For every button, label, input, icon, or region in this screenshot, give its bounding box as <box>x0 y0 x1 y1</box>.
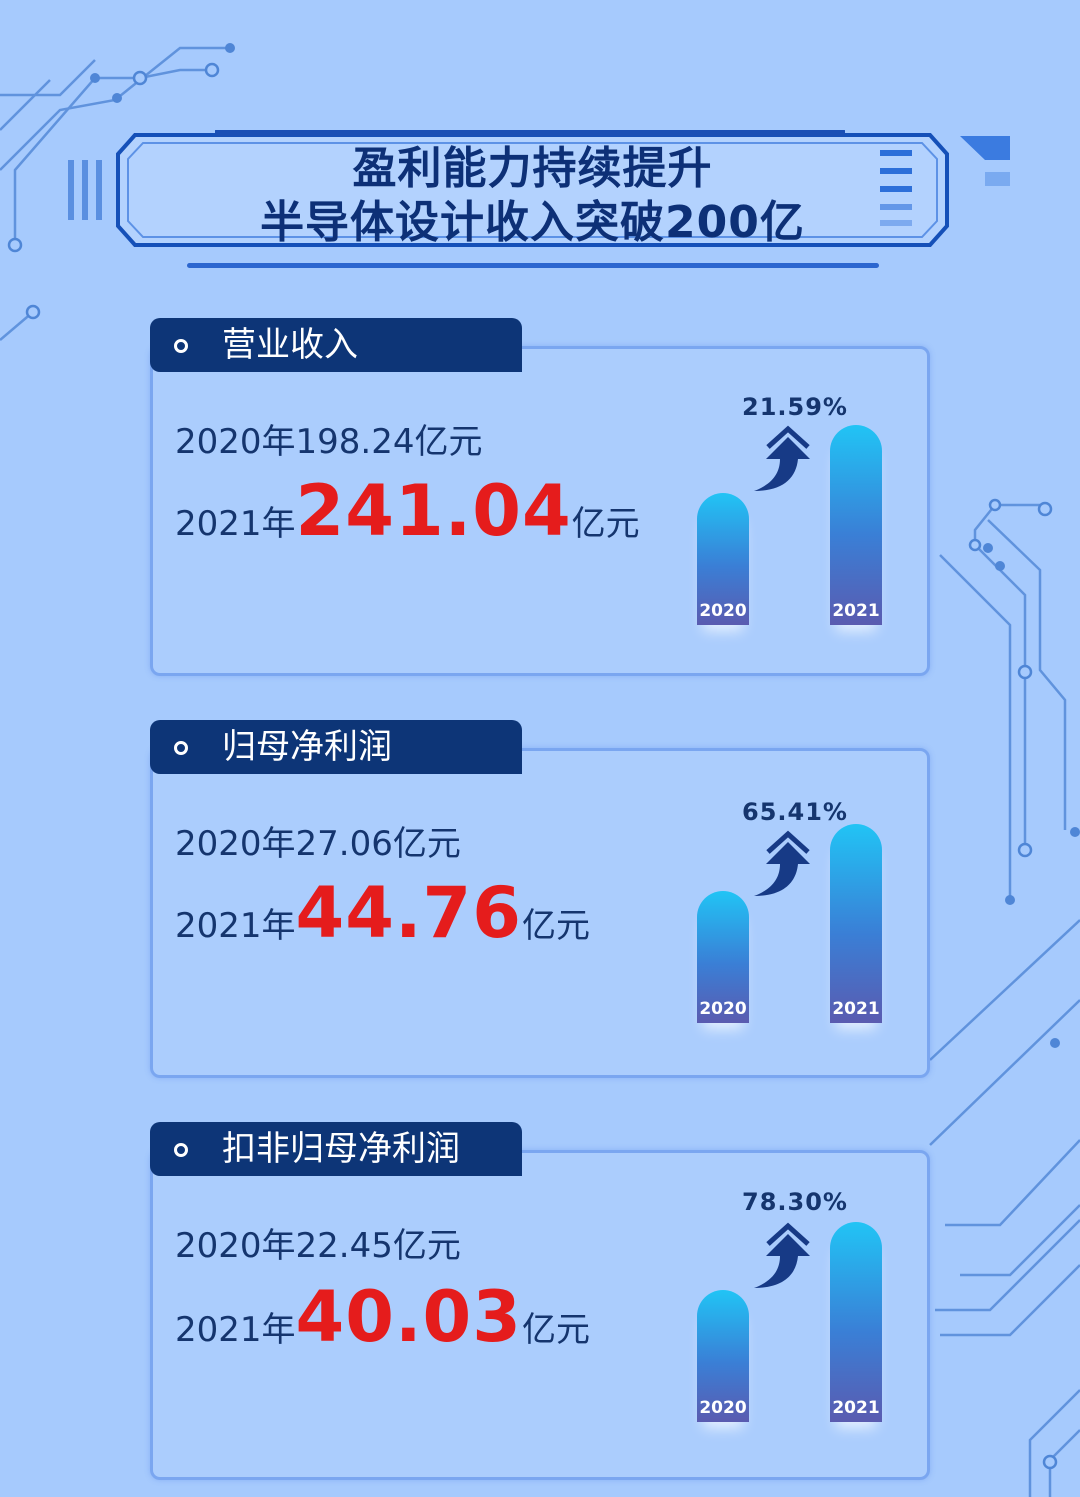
growth-arrow-icon <box>754 1222 810 1288</box>
bar-label-2021: 2021 <box>832 999 880 1019</box>
bar-label-2020: 2020 <box>699 1398 747 1418</box>
unit: 亿元 <box>521 1310 590 1350</box>
highlight-value: 44.76 <box>295 872 522 954</box>
highlight-value: 40.03 <box>295 1276 522 1358</box>
title-line-2: 半导体设计收入突破200亿 <box>260 197 805 248</box>
title-underline <box>187 263 879 268</box>
bar-2020: 2020 <box>697 1290 749 1422</box>
card-revenue <box>150 346 930 676</box>
growth-arrow-icon <box>754 830 810 896</box>
bar-2020: 2020 <box>697 891 749 1023</box>
value-2020: 2020年27.06亿元 <box>175 824 461 864</box>
title-line-1: 盈利能力持续提升 <box>352 143 713 194</box>
growth-arrow-icon <box>754 425 810 491</box>
year-prefix: 2021年 <box>175 1310 296 1350</box>
title-frame <box>115 130 950 250</box>
bar-label-2020: 2020 <box>699 999 747 1019</box>
card-net-profit <box>150 748 930 1078</box>
unit: 亿元 <box>571 504 640 544</box>
card-label: 营业收入 <box>222 325 358 365</box>
card-tab-revenue: 营业收入 <box>150 318 522 372</box>
year-prefix: 2021年 <box>175 504 296 544</box>
value-2020: 2020年22.45亿元 <box>175 1226 461 1266</box>
unit: 亿元 <box>521 906 590 946</box>
page-title: 盈利能力持续提升 半导体设计收入突破200亿 <box>115 142 950 250</box>
card-label: 归母净利润 <box>222 727 392 767</box>
growth-rate: 21.59% <box>742 393 848 421</box>
card-tab-adjusted-net-profit: 扣非归母净利润 <box>150 1122 522 1176</box>
value-2021: 2021年241.04亿元 <box>175 470 640 552</box>
bar-2020: 2020 <box>697 493 749 625</box>
bar-2021: 2021 <box>830 824 882 1023</box>
card-label: 扣非归母净利润 <box>222 1129 460 1169</box>
value-2021: 2021年44.76亿元 <box>175 872 590 954</box>
growth-rate: 65.41% <box>742 798 848 826</box>
card-tab-net-profit: 归母净利润 <box>150 720 522 774</box>
card-adjusted-net-profit <box>150 1150 930 1480</box>
bar-label-2021: 2021 <box>832 1398 880 1418</box>
bar-label-2021: 2021 <box>832 601 880 621</box>
value-2020: 2020年198.24亿元 <box>175 422 483 462</box>
circle-icon <box>174 741 188 755</box>
bar-2021: 2021 <box>830 425 882 625</box>
circle-icon <box>174 339 188 353</box>
year-prefix: 2021年 <box>175 906 296 946</box>
value-2021: 2021年40.03亿元 <box>175 1276 590 1358</box>
circle-icon <box>174 1143 188 1157</box>
growth-rate: 78.30% <box>742 1188 848 1216</box>
highlight-value: 241.04 <box>295 470 572 552</box>
bar-2021: 2021 <box>830 1222 882 1422</box>
bar-label-2020: 2020 <box>699 601 747 621</box>
